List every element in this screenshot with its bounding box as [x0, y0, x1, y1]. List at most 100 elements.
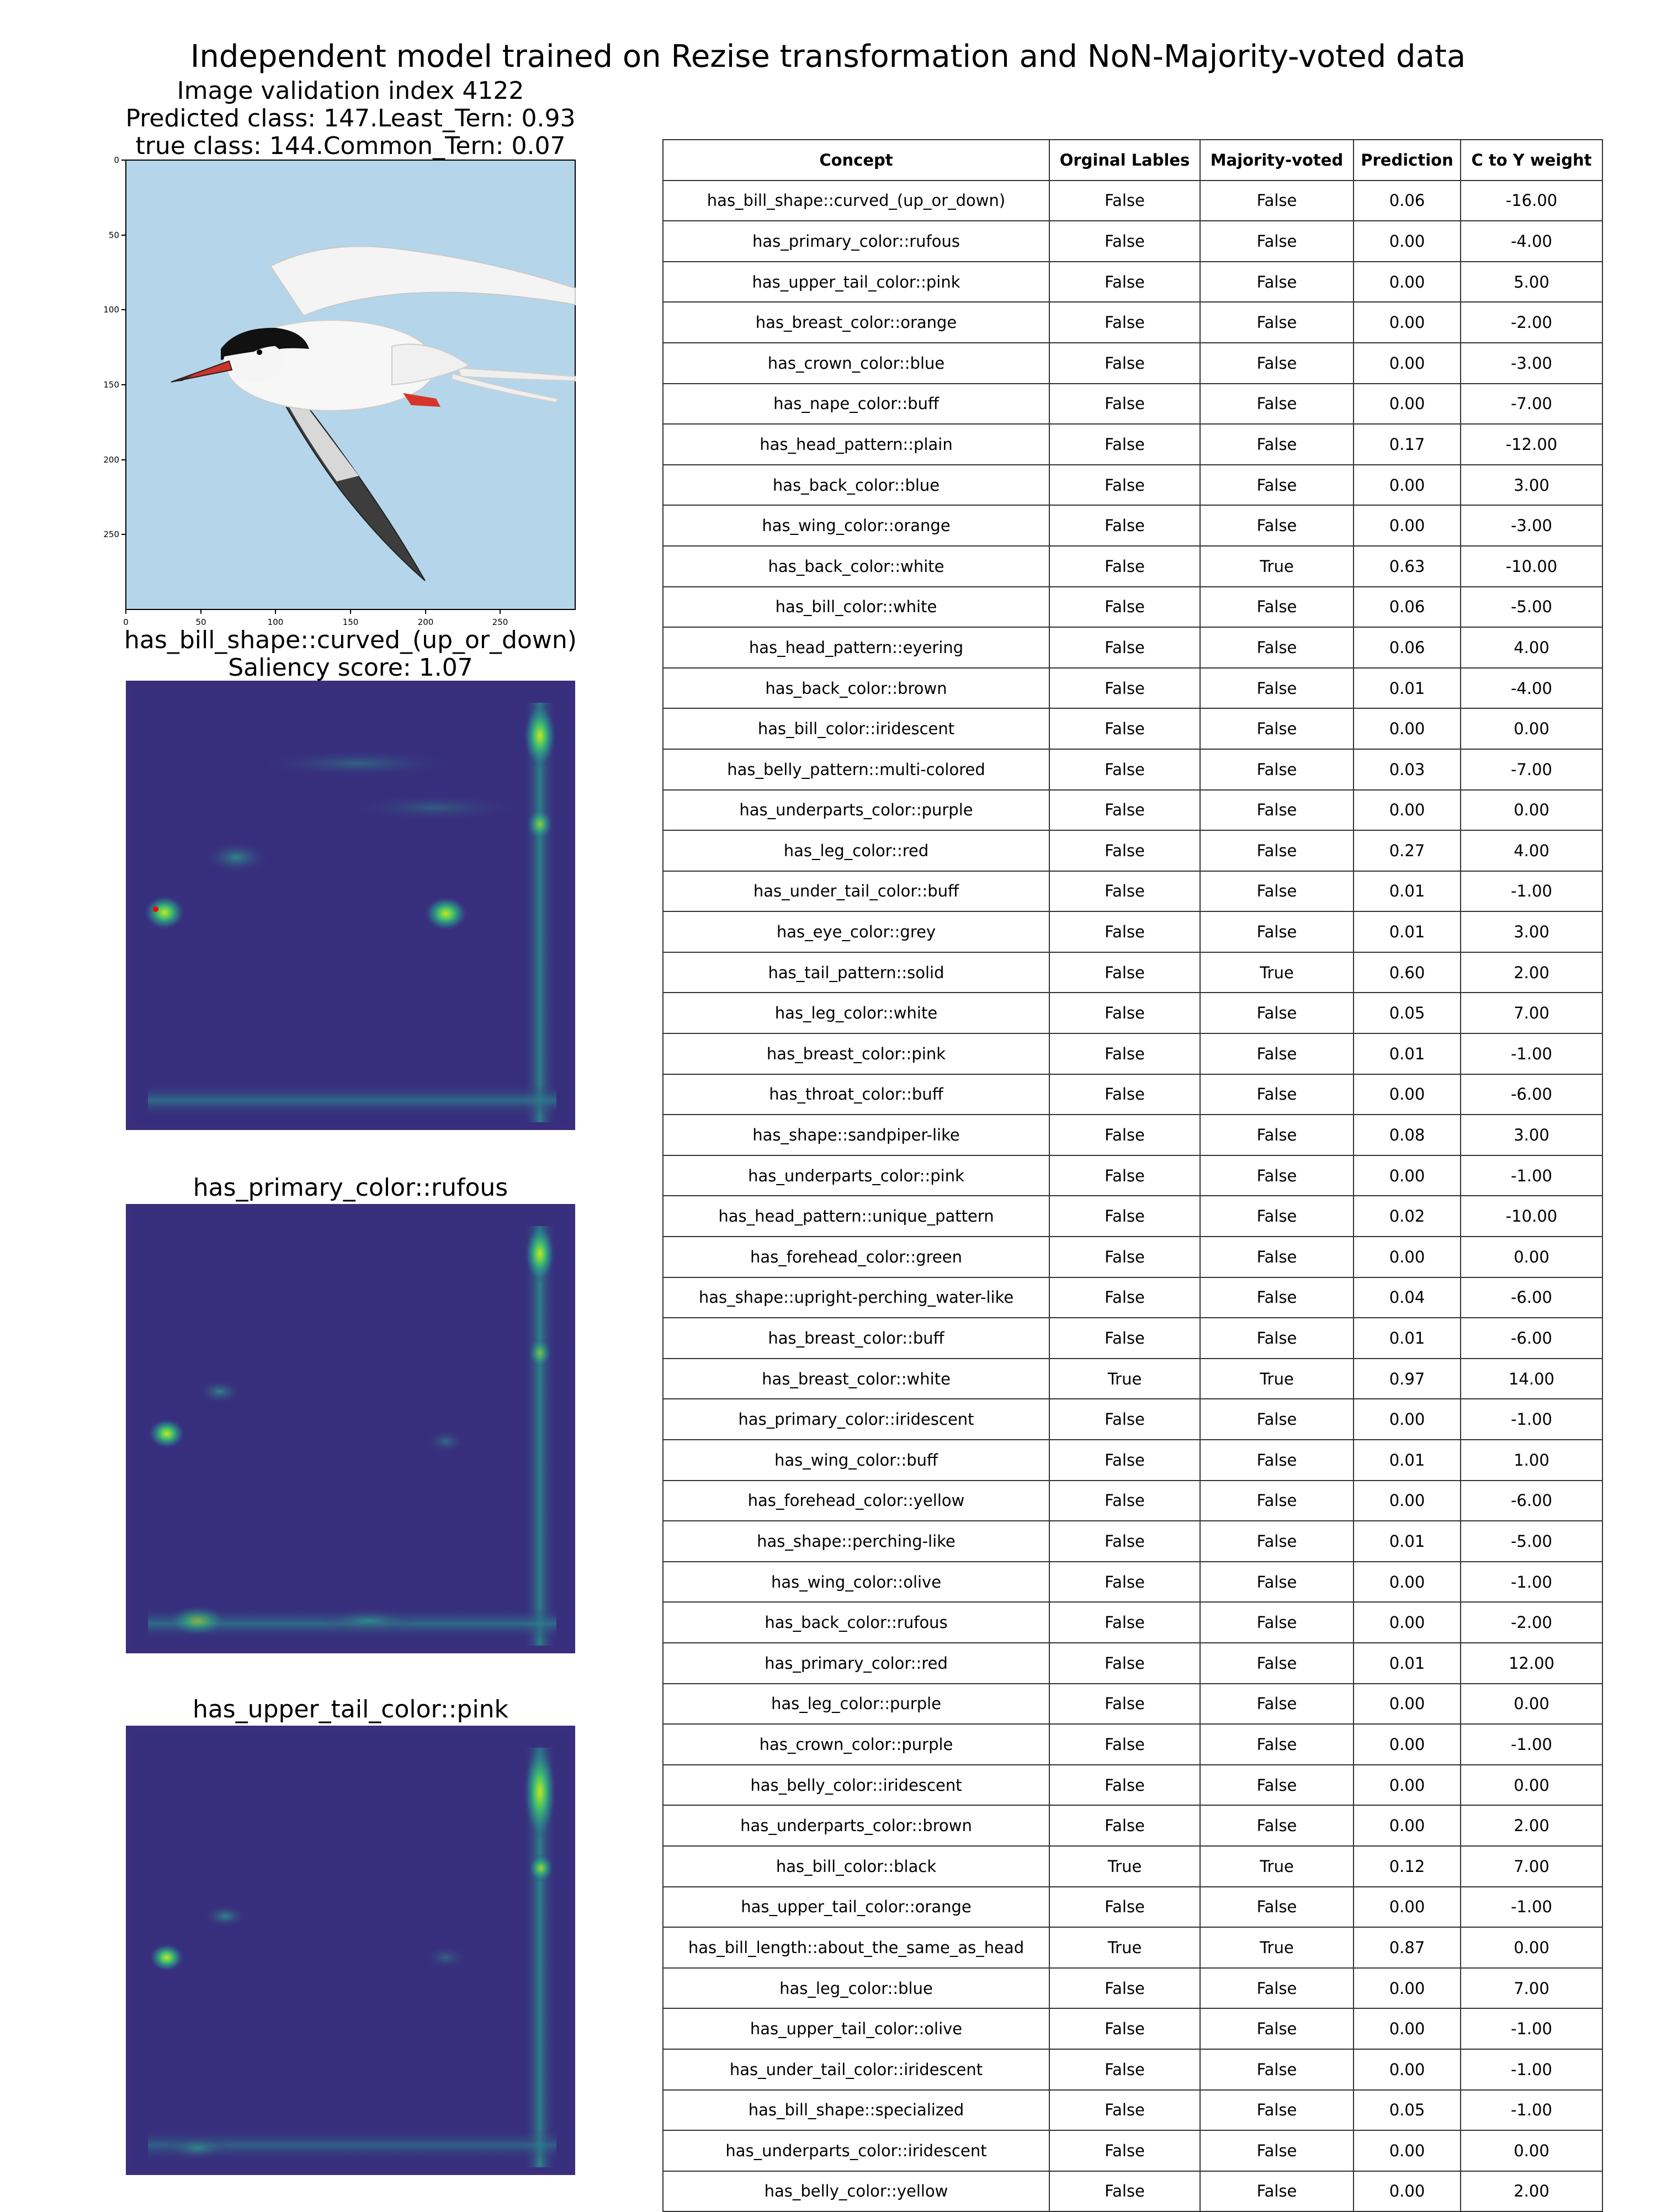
cell-original-label: False	[1049, 1479, 1201, 1522]
panel-1-title: has_bill_shape::curved_(up_or_down)	[124, 626, 577, 654]
cell-majority-voted: False	[1199, 1114, 1354, 1156]
cell-majority-voted: False	[1199, 748, 1354, 791]
table-row: has_under_tail_color::buff False False 0.01…	[662, 870, 1603, 913]
cell-majority-voted: False	[1199, 1398, 1354, 1440]
cell-majority-voted: False	[1199, 1764, 1354, 1806]
table-row: has_bill_color::iridescent False False 0.00…	[662, 708, 1603, 750]
table-row: has_bill_color::black True True 0.12 7.00	[662, 1845, 1603, 1887]
cell-majority-voted: False	[1199, 627, 1354, 669]
cell-original-label: False	[1049, 464, 1201, 506]
cell-majority-voted: False	[1199, 1520, 1354, 1562]
table-row: has_primary_color::red False False 0.01 12.0…	[662, 1642, 1603, 1684]
cell-concept: has_upper_tail_color::olive	[662, 2008, 1050, 2050]
cell-prediction: 0.00	[1353, 342, 1461, 384]
cell-original-label: False	[1049, 1805, 1201, 1847]
cell-majority-voted: False	[1199, 261, 1354, 303]
cell-majority-voted: False	[1199, 2008, 1354, 2050]
table-row: has_forehead_color::green False False 0.00 0…	[662, 1236, 1603, 1278]
cell-concept: has_belly_pattern::multi-colored	[662, 748, 1050, 791]
concept-table: Concept Orginal Lables Majority-voted Pr…	[662, 139, 1603, 2212]
cell-prediction: 0.27	[1353, 830, 1461, 872]
cell-majority-voted: False	[1199, 1154, 1354, 1197]
cell-concept: has_underparts_color::purple	[662, 789, 1050, 831]
cell-concept: has_back_color::white	[662, 545, 1050, 587]
cell-prediction: 0.00	[1353, 789, 1461, 831]
cell-majority-voted: True	[1199, 951, 1354, 994]
cell-original-label: True	[1049, 1357, 1201, 1400]
x-tick-label: 250	[492, 617, 508, 627]
cell-prediction: 0.05	[1353, 992, 1461, 1035]
cell-majority-voted: False	[1199, 1805, 1354, 1847]
cell-prediction: 0.00	[1353, 1683, 1461, 1725]
cell-original-label: False	[1049, 342, 1201, 384]
cell-concept: has_bill_length::about_the_same_as_head	[662, 1927, 1050, 1969]
cell-weight: -1.00	[1460, 1561, 1603, 1603]
cell-majority-voted: False	[1199, 1479, 1354, 1522]
cell-concept: has_shape::perching-like	[662, 1520, 1050, 1562]
cell-concept: has_shape::sandpiper-like	[662, 1114, 1050, 1156]
y-axis-ticks	[121, 160, 126, 535]
cell-original-label: False	[1049, 1520, 1201, 1562]
cell-original-label: False	[1049, 748, 1201, 791]
cell-weight: 4.00	[1460, 627, 1603, 669]
cell-weight: -6.00	[1460, 1073, 1603, 1116]
cell-majority-voted: False	[1199, 1236, 1354, 1278]
cell-majority-voted: False	[1199, 505, 1354, 547]
cell-weight: -1.00	[1460, 870, 1603, 913]
table-row: has_underparts_color::purple False False 0.…	[662, 789, 1603, 831]
table-row: has_forehead_color::yellow False False 0.00…	[662, 1479, 1603, 1522]
cell-weight: 2.00	[1460, 2170, 1603, 2212]
cell-original-label: False	[1049, 1033, 1201, 1075]
y-tick-label: 0	[114, 156, 119, 165]
cell-concept: has_leg_color::purple	[662, 1683, 1050, 1725]
cell-original-label: False	[1049, 586, 1201, 628]
cell-majority-voted: False	[1199, 342, 1354, 384]
table-row: has_upper_tail_color::olive False False 0.0…	[662, 2008, 1603, 2050]
cell-prediction: 0.00	[1353, 261, 1461, 303]
cell-prediction: 0.00	[1353, 1805, 1461, 1847]
table-body: has_bill_shape::curved_(up_or_down) False…	[662, 179, 1603, 2212]
figure-title: Independent model trained on Rezise tran…	[190, 39, 1466, 75]
cell-original-label: False	[1049, 708, 1201, 750]
cell-prediction: 0.00	[1353, 2130, 1461, 2172]
cell-original-label: False	[1049, 1317, 1201, 1359]
cell-original-label: False	[1049, 2048, 1201, 2091]
cell-concept: has_belly_color::yellow	[662, 2170, 1050, 2212]
cell-majority-voted: False	[1199, 911, 1354, 953]
y-tick-label: 100	[103, 305, 119, 315]
cell-original-label: False	[1049, 1723, 1201, 1765]
header-c-to-y-weight: C to Y weight	[1460, 139, 1603, 181]
cell-weight: -3.00	[1460, 342, 1603, 384]
cell-weight: 0.00	[1460, 1927, 1603, 1969]
cell-prediction: 0.00	[1353, 383, 1461, 425]
cell-weight: 0.00	[1460, 789, 1603, 831]
cell-majority-voted: True	[1199, 1845, 1354, 1887]
cell-concept: has_head_pattern::unique_pattern	[662, 1195, 1050, 1238]
cell-prediction: 0.00	[1353, 1236, 1461, 1278]
cell-majority-voted: True	[1199, 1927, 1354, 1969]
cell-weight: 7.00	[1460, 1967, 1603, 2009]
cell-original-label: False	[1049, 627, 1201, 669]
saliency-marker	[153, 906, 158, 912]
cell-prediction: 0.60	[1353, 951, 1461, 994]
cell-original-label: True	[1049, 1927, 1201, 1969]
cell-concept: has_wing_color::orange	[662, 505, 1050, 547]
cell-weight: 0.00	[1460, 708, 1603, 750]
x-tick-label: 0	[123, 617, 129, 627]
table-row: has_bill_shape::specialized False False 0.0…	[662, 2089, 1603, 2131]
table-row: has_shape::perching-like False False 0.01 -5…	[662, 1520, 1603, 1562]
bird-photo	[171, 246, 576, 581]
cell-concept: has_back_color::rufous	[662, 1601, 1050, 1643]
cell-concept: has_upper_tail_color::pink	[662, 261, 1050, 303]
cell-original-label: False	[1049, 1276, 1201, 1319]
cell-original-label: False	[1049, 789, 1201, 831]
cell-original-label: False	[1049, 179, 1201, 222]
saliency-map-2	[126, 1204, 575, 1653]
cell-majority-voted: False	[1199, 1317, 1354, 1359]
cell-concept: has_breast_color::white	[662, 1357, 1050, 1400]
cell-weight: -1.00	[1460, 2008, 1603, 2050]
table-row: has_primary_color::iridescent False False 0…	[662, 1398, 1603, 1440]
cell-prediction: 0.00	[1353, 505, 1461, 547]
cell-majority-voted: False	[1199, 1439, 1354, 1481]
cell-majority-voted: False	[1199, 1033, 1354, 1075]
